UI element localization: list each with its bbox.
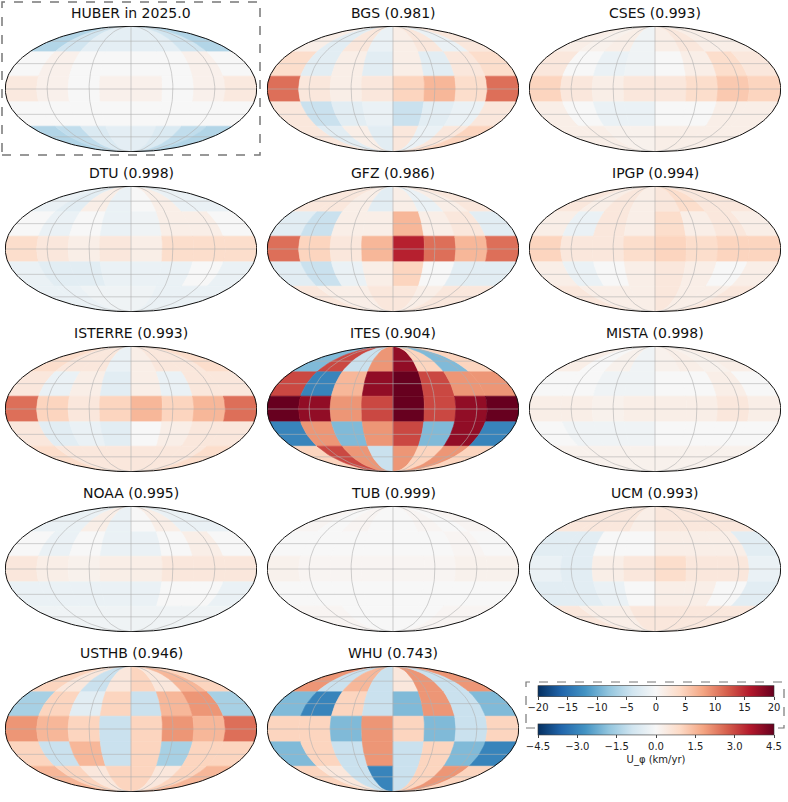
svg-text:−1.5: −1.5: [605, 741, 629, 752]
svg-text:IPGP (0.994): IPGP (0.994): [612, 165, 699, 181]
svg-text:3.0: 3.0: [727, 741, 743, 752]
svg-text:−15: −15: [557, 703, 578, 714]
svg-text:ITES (0.904): ITES (0.904): [350, 325, 436, 341]
svg-text:TUB (0.999): TUB (0.999): [351, 485, 436, 501]
svg-text:DTU (0.998): DTU (0.998): [89, 165, 174, 181]
svg-text:CSES (0.993): CSES (0.993): [609, 5, 701, 21]
svg-text:20: 20: [768, 703, 781, 714]
svg-text:NOAA (0.995): NOAA (0.995): [83, 485, 179, 501]
svg-text:15: 15: [738, 703, 751, 714]
svg-text:−4.5: −4.5: [526, 741, 550, 752]
svg-text:WHU (0.743): WHU (0.743): [348, 645, 438, 661]
svg-text:ISTERRE (0.993): ISTERRE (0.993): [74, 325, 188, 341]
svg-text:−5: −5: [619, 703, 634, 714]
svg-text:−3.0: −3.0: [565, 741, 589, 752]
svg-text:GFZ (0.986): GFZ (0.986): [351, 165, 435, 181]
svg-text:4.5: 4.5: [766, 741, 782, 752]
svg-text:U_φ (km/yr): U_φ (km/yr): [627, 754, 686, 766]
svg-text:−20: −20: [527, 703, 548, 714]
svg-text:HUBER in 2025.0: HUBER in 2025.0: [71, 5, 191, 21]
svg-text:USTHB (0.946): USTHB (0.946): [80, 645, 183, 661]
svg-text:1.5: 1.5: [687, 741, 703, 752]
svg-text:−10: −10: [586, 703, 607, 714]
svg-text:UCM (0.993): UCM (0.993): [611, 485, 699, 501]
svg-text:BGS (0.981): BGS (0.981): [351, 5, 436, 21]
svg-text:5: 5: [682, 703, 688, 714]
svg-text:10: 10: [709, 703, 722, 714]
svg-text:MISTA (0.998): MISTA (0.998): [606, 325, 704, 341]
svg-text:0.0: 0.0: [648, 741, 664, 752]
svg-text:0: 0: [653, 703, 659, 714]
